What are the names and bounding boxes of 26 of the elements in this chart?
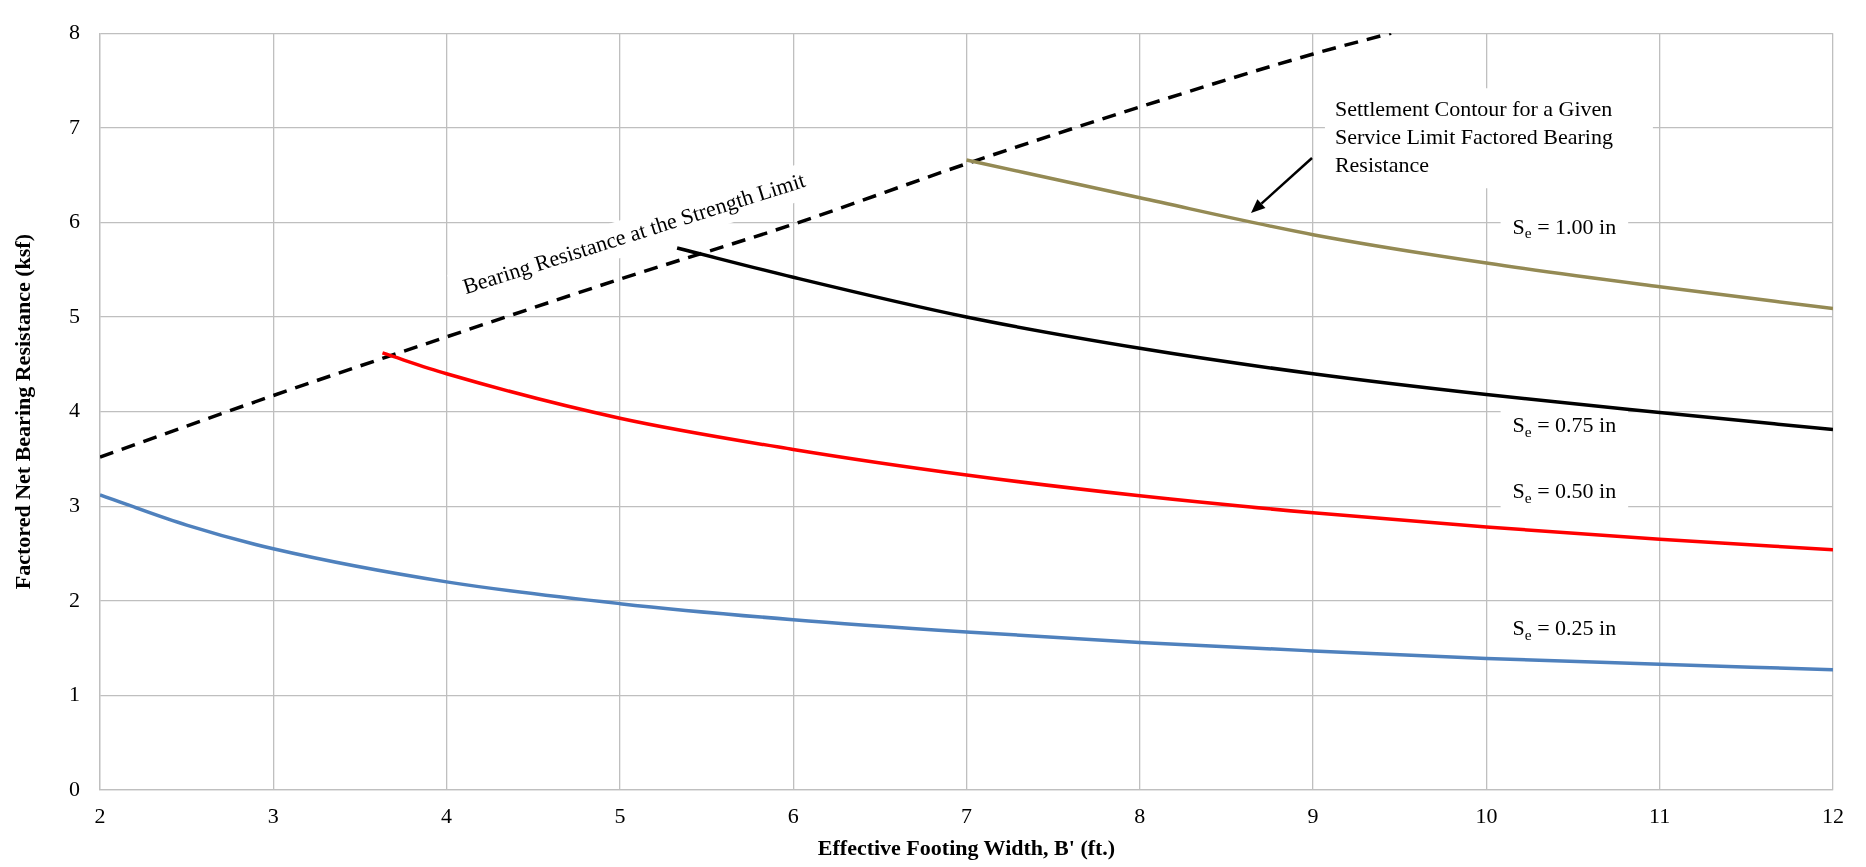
x-tick-label: 11 <box>1649 802 1671 828</box>
x-tick-label: 4 <box>441 802 453 828</box>
x-tick-label: 2 <box>94 802 106 828</box>
y-tick-label: 5 <box>69 302 80 328</box>
y-tick-label: 8 <box>69 18 80 44</box>
x-axis-title: Effective Footing Width, B' (ft.) <box>817 835 1116 861</box>
x-tick-label: 8 <box>1134 802 1146 828</box>
y-tick-label: 0 <box>69 775 80 801</box>
x-tick-label: 3 <box>267 802 279 828</box>
y-tick-label: 2 <box>69 586 80 612</box>
x-tick-label: 6 <box>787 802 799 828</box>
x-tick-label: 10 <box>1475 802 1498 828</box>
x-tick-label: 12 <box>1822 802 1844 828</box>
x-tick-label: 5 <box>614 802 626 828</box>
line-series <box>964 158 1833 311</box>
x-tick-label: 9 <box>1307 802 1319 828</box>
y-tick-label: 1 <box>69 681 80 707</box>
line-series <box>380 351 1833 552</box>
y-tick-label: 7 <box>69 113 80 139</box>
y-tick-label: 3 <box>69 491 80 517</box>
x-tick-label: 7 <box>961 802 972 828</box>
text: Bearing Resistance at the Strength Limit <box>459 167 809 299</box>
y-tick-label: 4 <box>69 397 80 423</box>
annotation: Settlement Contour for a Given Service Limit Factored Bearing Resistance <box>1334 95 1613 177</box>
y-axis-title: Factored Net Bearing Resistance (ksf) <box>9 234 35 590</box>
y-tick-label: 6 <box>69 208 80 234</box>
